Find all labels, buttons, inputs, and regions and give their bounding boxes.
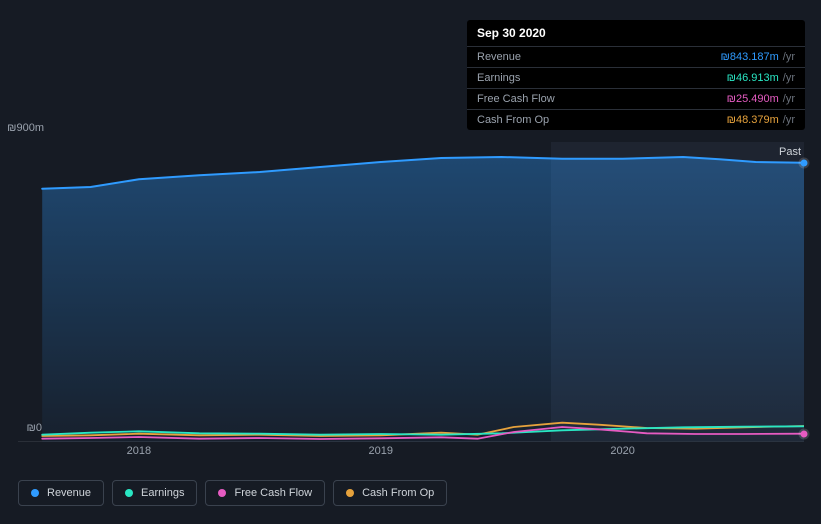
legend-dot-icon (218, 489, 226, 497)
tooltip-row-value: ₪843.187m (721, 51, 779, 63)
chart-plot-area[interactable] (18, 142, 804, 442)
chart-tooltip: Sep 30 2020 Revenue ₪843.187m/yr Earnings ₪… (467, 20, 805, 130)
tooltip-row-unit: /yr (783, 72, 795, 84)
tooltip-row-value: ₪48.379m (727, 114, 779, 126)
xaxis-tick-label: 2020 (610, 445, 634, 457)
legend-item[interactable]: Revenue (18, 480, 104, 506)
past-label: Past (779, 146, 801, 158)
series-area-revenue (42, 157, 804, 442)
tooltip-date: Sep 30 2020 (467, 20, 805, 46)
xaxis-tick-label: 2019 (369, 445, 393, 457)
tooltip-row-value: ₪46.913m (727, 72, 779, 84)
legend-label: Cash From Op (362, 487, 434, 499)
series-end-dot (801, 430, 808, 437)
tooltip-row: Revenue ₪843.187m/yr (467, 46, 805, 67)
tooltip-row-label: Revenue (477, 51, 521, 63)
legend-item[interactable]: Earnings (112, 480, 197, 506)
legend-item[interactable]: Cash From Op (333, 480, 447, 506)
legend-label: Free Cash Flow (234, 487, 312, 499)
series-end-dot (801, 159, 808, 166)
tooltip-row-label: Cash From Op (477, 114, 549, 126)
legend-dot-icon (125, 489, 133, 497)
legend-label: Revenue (47, 487, 91, 499)
tooltip-row: Free Cash Flow ₪25.490m/yr (467, 88, 805, 109)
legend-label: Earnings (141, 487, 184, 499)
legend-item[interactable]: Free Cash Flow (205, 480, 325, 506)
yaxis-max-label: ₪900m (2, 122, 44, 134)
tooltip-row-unit: /yr (783, 93, 795, 105)
tooltip-row-label: Free Cash Flow (477, 93, 555, 105)
xaxis-tick-label: 2018 (127, 445, 151, 457)
chart-legend: Revenue Earnings Free Cash Flow Cash From O… (18, 480, 447, 506)
tooltip-row-unit: /yr (783, 51, 795, 63)
tooltip-row: Earnings ₪46.913m/yr (467, 67, 805, 88)
tooltip-row-label: Earnings (477, 72, 520, 84)
legend-dot-icon (31, 489, 39, 497)
tooltip-row-value: ₪25.490m (727, 93, 779, 105)
tooltip-row-unit: /yr (783, 114, 795, 126)
chart-xaxis: 2018 2019 2020 (18, 445, 804, 463)
tooltip-row: Cash From Op ₪48.379m/yr (467, 109, 805, 130)
legend-dot-icon (346, 489, 354, 497)
